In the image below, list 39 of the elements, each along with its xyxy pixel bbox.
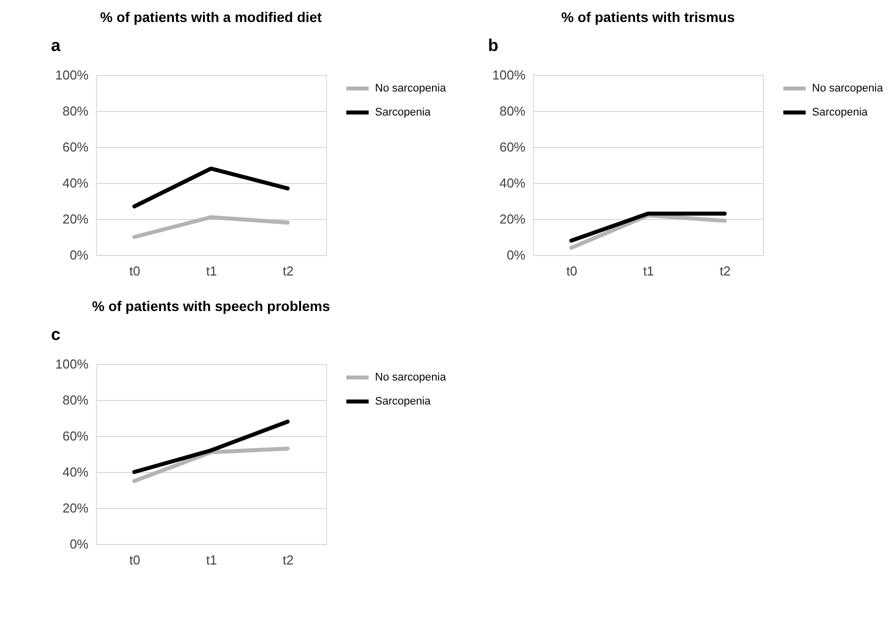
x-tick-label: t2 xyxy=(282,552,294,568)
y-tick-label: 100% xyxy=(55,68,89,82)
legend-label: No sarcopenia xyxy=(375,82,447,94)
y-tick-label: 40% xyxy=(499,176,526,190)
y-tick-label: 40% xyxy=(62,176,89,190)
chart-title: % of patients with speech problems xyxy=(92,298,330,314)
x-tick-label: t0 xyxy=(129,264,140,278)
x-tick-label: t0 xyxy=(129,552,140,568)
y-tick-label: 20% xyxy=(499,212,526,226)
y-tick-label: 60% xyxy=(62,428,89,444)
legend-label: Sarcopenia xyxy=(812,106,869,118)
x-tick-label: t1 xyxy=(643,264,654,278)
x-tick-label: t0 xyxy=(566,264,578,278)
x-tick-label: t1 xyxy=(206,552,217,568)
chart-title: % of patients with trismus xyxy=(561,9,735,25)
y-tick-label: 20% xyxy=(62,500,89,516)
y-tick-label: 80% xyxy=(62,104,89,118)
y-tick-label: 60% xyxy=(499,140,526,154)
text: c xyxy=(51,325,60,344)
legend-label: Sarcopenia xyxy=(375,106,432,118)
y-tick-label: 100% xyxy=(55,356,89,372)
chart-title: % of patients with a modified diet xyxy=(100,9,322,25)
x-tick-label: t2 xyxy=(720,264,731,278)
y-tick-label: 0% xyxy=(70,248,89,262)
legend-label: No sarcopenia xyxy=(812,82,884,94)
y-tick-label: 0% xyxy=(506,248,526,262)
y-tick-label: 80% xyxy=(499,104,526,118)
legend-label: No sarcopenia xyxy=(375,372,447,384)
x-tick-label: t2 xyxy=(282,264,294,278)
y-tick-label: 0% xyxy=(70,536,89,552)
y-tick-label: 40% xyxy=(62,464,89,480)
y-tick-label: 80% xyxy=(62,392,89,408)
y-tick-label: 60% xyxy=(62,140,89,154)
y-tick-label: 20% xyxy=(62,212,89,226)
legend-label: Sarcopenia xyxy=(375,396,432,408)
text: a xyxy=(51,36,61,55)
text: b xyxy=(488,36,498,55)
y-tick-label: 100% xyxy=(492,68,526,82)
x-tick-label: t1 xyxy=(206,264,217,278)
